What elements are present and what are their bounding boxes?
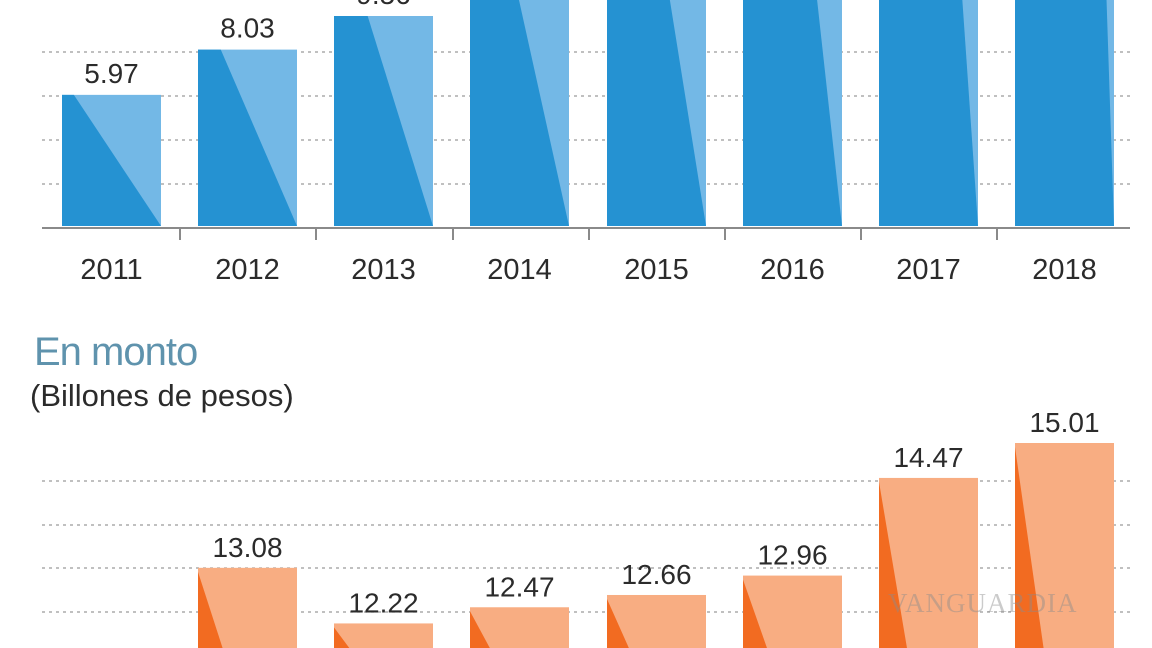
- bar-shade-0-2013: [334, 16, 433, 226]
- bar-shade-1-2015: [607, 598, 629, 648]
- chart-subtitle: (Billones de pesos): [30, 378, 294, 413]
- bar-shade-0-2018: [1015, 0, 1114, 226]
- data-label-0-2011: 5.97: [84, 58, 139, 89]
- data-label-1-2013: 12.22: [348, 587, 418, 618]
- bar-shade-0-2016: [743, 0, 842, 226]
- tick-label-2015: 2015: [624, 254, 689, 286]
- tick-label-2018: 2018: [1032, 254, 1097, 286]
- data-label-0-2013: 9.56: [356, 0, 411, 10]
- data-label-1-2018: 15.01: [1029, 407, 1099, 438]
- data-label-1-2014: 12.47: [484, 571, 554, 602]
- bar-shade-1-2014: [470, 611, 490, 648]
- tick-label-2014: 2014: [487, 254, 552, 286]
- tick-label-2016: 2016: [760, 254, 825, 286]
- watermark-logo: VANGUARDIA: [888, 588, 1078, 618]
- tick-label-2017: 2017: [896, 254, 961, 286]
- data-label-1-2012: 13.08: [212, 532, 282, 563]
- data-label-0-2012: 8.03: [220, 13, 275, 44]
- bar-shade-0-2015: [607, 0, 706, 226]
- data-label-1-2016: 12.96: [757, 540, 827, 571]
- bar-shade-0-2012: [198, 49, 297, 226]
- tick-label-2012: 2012: [215, 254, 280, 286]
- bar-shade-1-2018: [1015, 447, 1044, 648]
- bar-shade-0-2017: [879, 0, 978, 226]
- bar-1-2014: [470, 607, 569, 648]
- bar-shade-1-2016: [743, 579, 767, 648]
- bar-shade-1-2012: [198, 571, 223, 648]
- bar-shade-1-2013: [334, 627, 350, 648]
- bar-shade-0-2011: [62, 94, 161, 226]
- tick-label-2011: 2011: [80, 254, 142, 286]
- bar-shade-1-2017: [879, 481, 907, 648]
- bar-shade-0-2014: [470, 0, 569, 226]
- tick-label-2013: 2013: [351, 254, 416, 286]
- chart-title: En monto: [34, 330, 198, 374]
- bar-1-2013: [334, 623, 433, 648]
- data-label-1-2015: 12.66: [621, 559, 691, 590]
- data-label-1-2017: 14.47: [893, 442, 963, 473]
